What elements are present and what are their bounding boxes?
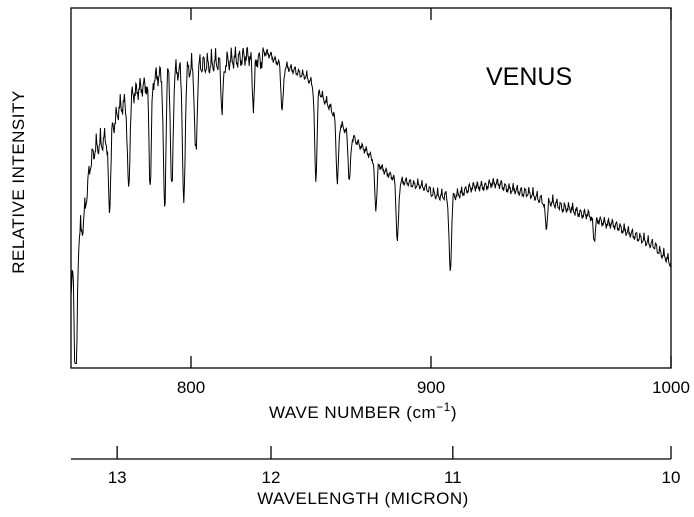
wavelength-axis-ticks — [116, 446, 672, 459]
x-tick-label-900: 900 — [417, 378, 445, 397]
x-tick-label-800: 800 — [177, 378, 205, 397]
venus-label: VENUS — [486, 63, 572, 91]
x-axis-title: WAVE NUMBER (cm−1) — [269, 400, 457, 422]
bottom-axis-ticks — [190, 356, 672, 368]
wavelength-tick-label-12: 12 — [262, 468, 281, 487]
wavelength-tick-label-13: 13 — [108, 468, 127, 487]
top-axis-ticks — [190, 8, 672, 20]
x-axis-title-close: ) — [451, 403, 457, 422]
x-axis-title-main: WAVE NUMBER (cm — [269, 403, 436, 422]
plot-frame — [70, 7, 672, 369]
wavelength-axis-title: WAVELENGTH (MICRON) — [257, 489, 469, 508]
y-axis-title: RELATIVE INTENSITY — [9, 90, 28, 273]
wavelength-tick-label-11: 11 — [444, 468, 462, 487]
spectrum-line — [70, 46, 672, 364]
wavelength-tick-label-10: 10 — [662, 468, 681, 487]
x-axis-title-superscript: −1 — [436, 400, 451, 414]
x-tick-label-1000: 1000 — [652, 378, 690, 397]
